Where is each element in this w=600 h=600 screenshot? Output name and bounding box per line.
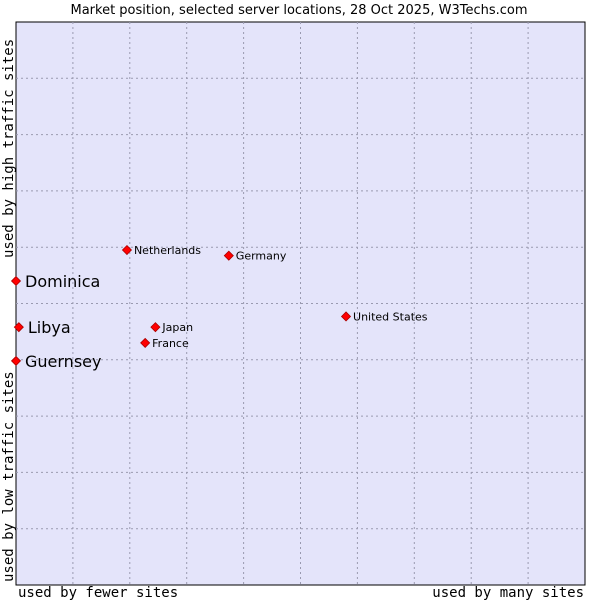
data-point: France xyxy=(140,337,189,350)
y-axis-label-high: used by high traffic sites xyxy=(1,39,17,258)
point-label: Libya xyxy=(28,318,71,337)
point-label: Guernsey xyxy=(25,352,101,371)
data-point: Libya xyxy=(13,318,71,337)
point-label: Germany xyxy=(236,250,287,263)
point-label: Dominica xyxy=(25,272,100,291)
point-marker xyxy=(121,244,133,256)
x-axis-label-low: used by fewer sites xyxy=(18,585,178,600)
point-marker xyxy=(10,275,22,287)
point-marker xyxy=(340,311,352,322)
data-point: United States xyxy=(340,310,428,323)
x-axis-label-high: used by many sites xyxy=(432,585,584,600)
data-point: Japan xyxy=(150,321,193,334)
point-label: United States xyxy=(353,310,428,323)
point-marker xyxy=(223,250,234,261)
point-marker xyxy=(13,322,24,333)
data-point: Germany xyxy=(223,250,287,263)
point-marker xyxy=(140,337,151,348)
data-point: Guernsey xyxy=(10,352,101,371)
data-point: Netherlands xyxy=(121,244,201,257)
data-points: Netherlands Germany United States Japan Fran… xyxy=(10,244,428,371)
data-point: Dominica xyxy=(10,272,100,291)
point-marker xyxy=(150,322,161,333)
point-label: Netherlands xyxy=(134,244,201,257)
grid-lines xyxy=(16,22,585,585)
point-label: Japan xyxy=(161,321,193,334)
point-label: France xyxy=(152,337,189,350)
chart-title: Market position, selected server locatio… xyxy=(70,3,527,18)
y-axis-label-low: used by low traffic sites xyxy=(1,371,17,582)
point-marker xyxy=(10,355,22,366)
